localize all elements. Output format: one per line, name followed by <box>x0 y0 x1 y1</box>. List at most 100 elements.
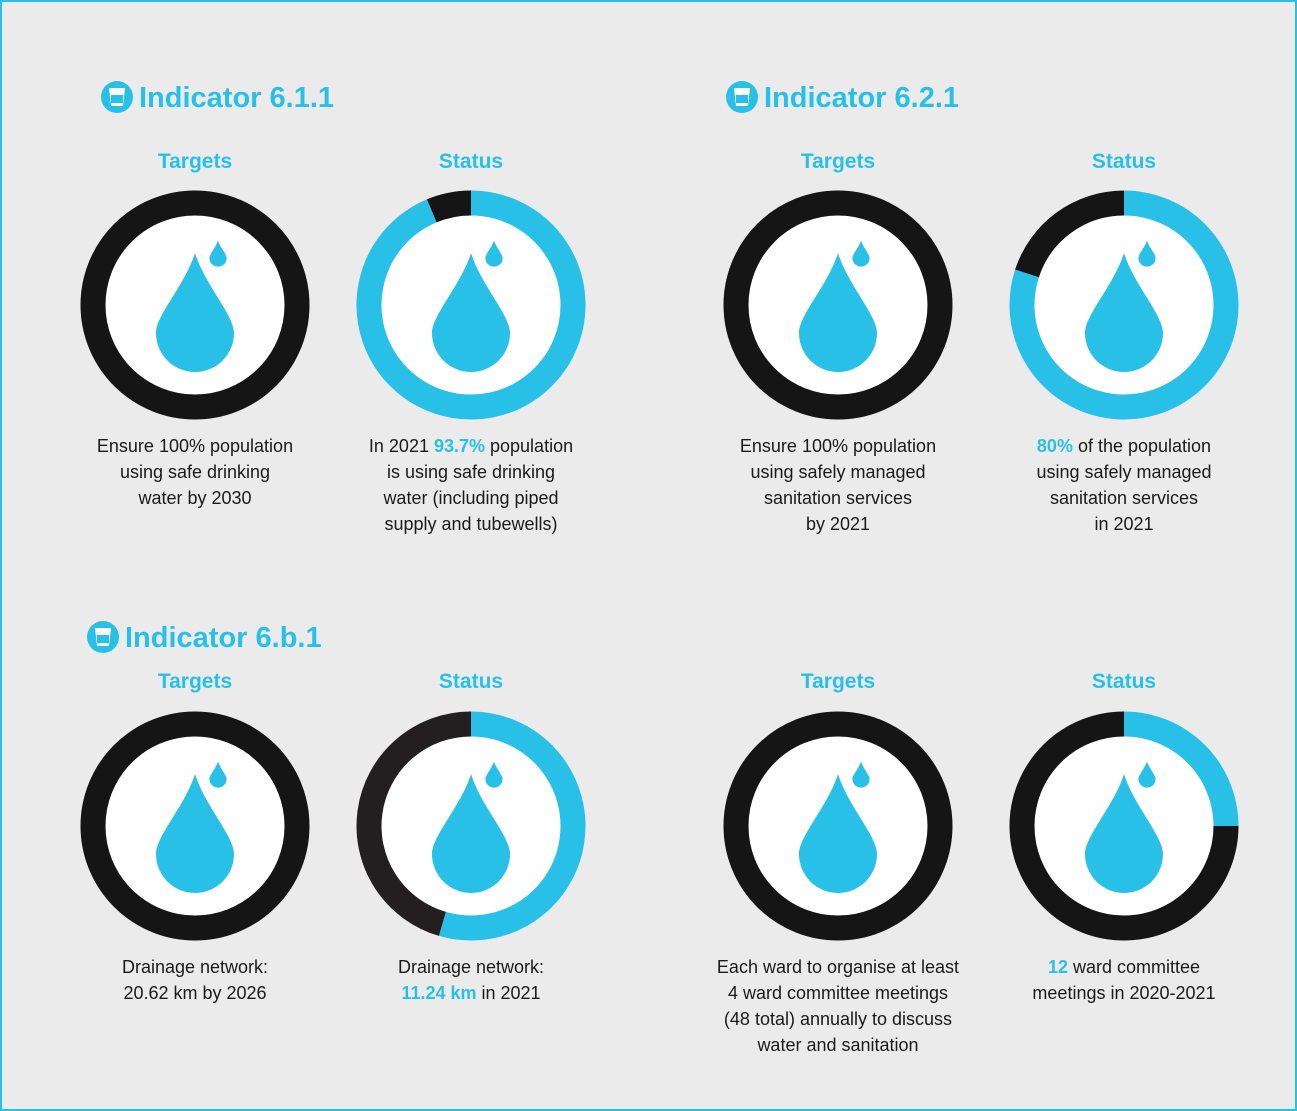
target-text: 4 ward committee meetings <box>728 983 948 1003</box>
cup-water <box>736 95 748 103</box>
number-label: 80% <box>1037 436 1073 456</box>
water-drop-small <box>1138 240 1156 267</box>
target-text: Each ward to organise at least <box>717 957 959 977</box>
number-label: 12 <box>1048 957 1068 977</box>
status-text: meetings in 2020-2021 <box>1032 983 1215 1003</box>
text-segment: meetings in 2020-2021 <box>1032 983 1215 1003</box>
status-text: 11.24 km in 2021 <box>401 983 540 1003</box>
indicator-heading: Indicator 6.1.1 <box>139 82 334 114</box>
target-text: sanitation services <box>764 488 912 508</box>
status-text: 80% of the population <box>1037 436 1211 456</box>
number-label: 48 <box>730 1009 750 1029</box>
target-ring <box>723 711 953 941</box>
target-text: water by 2030 <box>137 488 251 508</box>
status-remainder-arc <box>426 190 472 223</box>
text-segment: of the population <box>1073 436 1211 456</box>
cup-water <box>111 95 123 103</box>
target-ring <box>80 190 310 420</box>
water-drop-small <box>209 240 227 267</box>
text-segment: water by 2030 <box>137 488 251 508</box>
target-text: Ensure 100% population <box>740 436 936 456</box>
text-segment: Drainage network: <box>122 957 268 977</box>
water-drop-small <box>1138 761 1156 788</box>
number-label: 100% <box>802 436 848 456</box>
text-segment: supply and tubewells) <box>384 514 557 534</box>
water-drop-small <box>852 761 870 788</box>
text-segment: population <box>848 436 936 456</box>
status-arc <box>356 190 586 420</box>
text-segment: Ensure <box>740 436 802 456</box>
status-text: Drainage network: <box>398 957 544 977</box>
text-segment: is using safe drinking <box>387 462 555 482</box>
target-text: using safely managed <box>750 462 925 482</box>
status-text: In 2021 93.7% population <box>369 436 573 456</box>
text-segment: Drainage network: <box>398 957 544 977</box>
target-text: using safe drinking <box>120 462 270 482</box>
status-arc <box>1009 190 1239 420</box>
status-text: 12 ward committee <box>1048 957 1200 977</box>
target-text: Drainage network: <box>122 957 268 977</box>
status-remainder-arc <box>356 711 472 936</box>
status-text: using safely managed <box>1036 462 1211 482</box>
status-arc <box>1123 711 1239 827</box>
text-segment: Ensure <box>97 436 159 456</box>
status-title: Status <box>439 670 503 693</box>
text-segment: population <box>205 436 293 456</box>
text-segment: using safely managed <box>750 462 925 482</box>
water-drop <box>1085 253 1163 372</box>
text-segment: In 2021 <box>369 436 434 456</box>
text-segment: population <box>485 436 573 456</box>
text-segment: using safely managed <box>1036 462 1211 482</box>
text-segment: water and sanitation <box>756 1035 918 1055</box>
number-label: 93.7% <box>434 436 485 456</box>
text-segment: water (including piped <box>382 488 558 508</box>
water-drop <box>799 774 877 893</box>
water-drop <box>432 774 510 893</box>
target-text: Ensure 100% population <box>97 436 293 456</box>
text-segment: in 2021 <box>1094 514 1153 534</box>
target-ring <box>723 190 953 420</box>
status-text: is using safe drinking <box>387 462 555 482</box>
target-title: Targets <box>801 670 875 693</box>
water-drop <box>156 253 234 372</box>
water-drop-small <box>209 761 227 788</box>
text-segment: 4 ward committee meetings <box>728 983 948 1003</box>
indicator-heading: Indicator 6.2.1 <box>764 82 959 114</box>
water-drop <box>432 253 510 372</box>
target-text: water and sanitation <box>756 1035 918 1055</box>
water-drop-small <box>485 240 503 267</box>
text-segment: using safe drinking <box>120 462 270 482</box>
indicator-heading: Indicator 6.b.1 <box>125 622 322 654</box>
status-text: supply and tubewells) <box>384 514 557 534</box>
text-segment: Each ward to organise at least <box>717 957 959 977</box>
number-label: 20.62 km <box>123 983 197 1003</box>
status-remainder-arc <box>1015 190 1125 278</box>
text-segment: by 2026 <box>197 983 266 1003</box>
water-drop <box>156 774 234 893</box>
status-text: water (including piped <box>382 488 558 508</box>
status-title: Status <box>1092 150 1156 173</box>
target-ring <box>80 711 310 941</box>
number-label: 100% <box>159 436 205 456</box>
water-drop-small <box>485 761 503 788</box>
text-segment: sanitation services <box>764 488 912 508</box>
text-segment: total) annually to discuss <box>750 1009 952 1029</box>
status-arc <box>439 711 586 941</box>
text-segment: ward committee <box>1068 957 1200 977</box>
status-title: Status <box>1092 670 1156 693</box>
text-segment: in 2021 <box>477 983 541 1003</box>
water-drop-small <box>852 240 870 267</box>
text-segment: by 2021 <box>806 514 870 534</box>
water-drop <box>799 253 877 372</box>
cup-water <box>97 635 109 643</box>
target-title: Targets <box>158 670 232 693</box>
status-text: sanitation services <box>1050 488 1198 508</box>
status-text: in 2021 <box>1094 514 1153 534</box>
target-text: 20.62 km by 2026 <box>123 983 266 1003</box>
text-segment: sanitation services <box>1050 488 1198 508</box>
target-title: Targets <box>158 150 232 173</box>
status-remainder-arc <box>1009 711 1239 941</box>
status-title: Status <box>439 150 503 173</box>
